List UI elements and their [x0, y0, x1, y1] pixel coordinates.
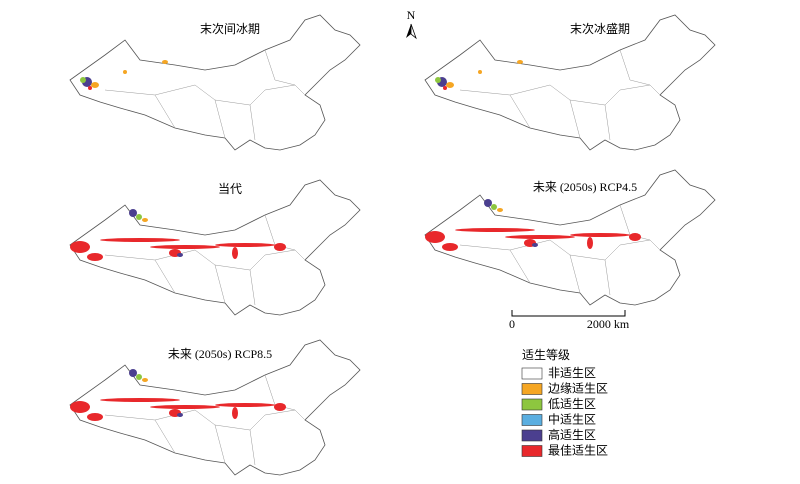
suitability-area	[446, 82, 454, 88]
map-panel	[69, 339, 361, 476]
suitability-area	[491, 204, 497, 210]
suitability-area	[177, 253, 183, 257]
suitability-area	[442, 243, 458, 251]
suitability-area	[162, 60, 168, 64]
suitability-area	[455, 228, 535, 232]
suitability-area	[587, 237, 593, 249]
legend-swatch	[521, 445, 543, 457]
suitability-area	[87, 413, 103, 421]
suitability-area	[87, 253, 103, 261]
suitability-area	[136, 374, 142, 380]
map-panel	[424, 169, 716, 306]
suitability-area	[484, 199, 492, 207]
legend-label: 低适生区	[548, 397, 596, 411]
legend-title: 适生等级	[522, 348, 570, 362]
suitability-area	[425, 231, 445, 243]
suitability-area	[215, 403, 275, 407]
suitability-area	[177, 413, 183, 417]
scale-start: 0	[509, 317, 515, 331]
suitability-area	[91, 82, 99, 88]
map-panel	[424, 14, 716, 151]
legend-label: 高适生区	[548, 427, 596, 442]
panel-title: 未来 (2050s) RCP8.5	[168, 347, 272, 361]
suitability-area	[70, 401, 90, 413]
suitability-area	[274, 243, 286, 251]
panel-title: 未来 (2050s) RCP4.5	[533, 180, 637, 194]
suitability-area	[232, 407, 238, 419]
north-arrow: N	[406, 8, 417, 40]
suitability-area	[129, 209, 137, 217]
suitability-area	[80, 77, 86, 83]
suitability-area	[478, 70, 482, 74]
legend-swatch	[521, 383, 543, 395]
panel-title: 末次间冰期	[200, 22, 260, 36]
suitability-area	[570, 233, 630, 237]
legend-swatch	[521, 367, 543, 380]
suitability-area	[88, 86, 92, 90]
legend-swatch	[521, 398, 543, 411]
legend-label: 边缘适生区	[548, 381, 608, 395]
map-panel	[69, 14, 361, 151]
suitability-area	[129, 369, 137, 377]
suitability-area	[505, 235, 575, 239]
suitability-area	[70, 241, 90, 253]
map-panel	[69, 179, 361, 316]
suitability-area	[136, 214, 142, 220]
panel-title: 当代	[218, 182, 242, 196]
suitability-area	[150, 405, 220, 409]
suitability-area	[629, 233, 641, 241]
legend-swatch	[521, 414, 543, 426]
legend-label: 中适生区	[548, 411, 596, 426]
legend-label: 最佳适生区	[548, 443, 608, 457]
scale-bar: 0 2000 km	[509, 310, 630, 331]
suitability-area	[100, 398, 180, 402]
scale-end: 2000 km	[587, 317, 630, 331]
north-label: N	[407, 8, 416, 22]
legend-swatch	[521, 429, 543, 442]
suitability-area	[274, 403, 286, 411]
legend-label: 非适生区	[548, 366, 596, 380]
panel-title: 末次冰盛期	[570, 21, 630, 36]
suitability-area	[215, 243, 275, 247]
suitability-area	[232, 247, 238, 259]
suitability-area	[100, 238, 180, 242]
suitability-area	[123, 70, 127, 74]
suitability-area	[532, 243, 538, 247]
suitability-area	[142, 378, 148, 382]
suitability-area	[517, 60, 523, 64]
suitability-area	[497, 208, 503, 212]
suitability-area	[435, 77, 441, 83]
suitability-area	[142, 218, 148, 222]
suitability-area	[150, 245, 220, 249]
suitability-area	[443, 86, 447, 90]
